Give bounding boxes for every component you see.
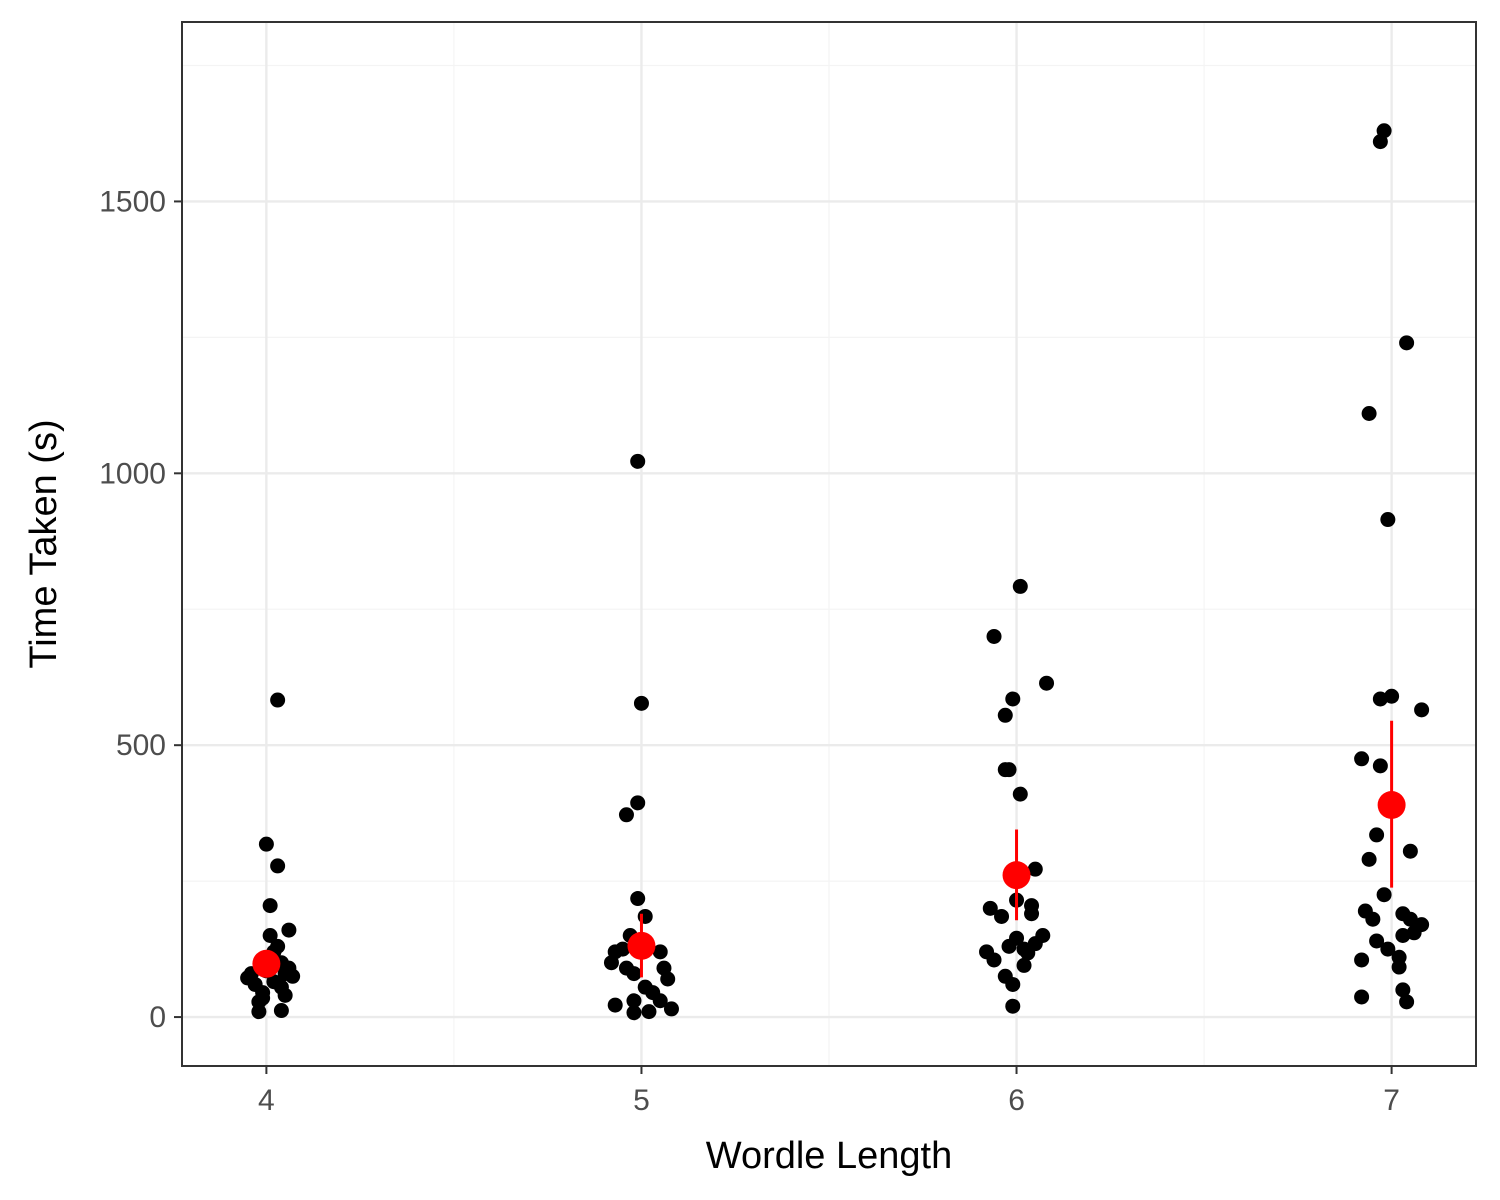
data-point	[607, 997, 623, 1013]
x-tick-label: 5	[633, 1084, 650, 1117]
data-point	[1369, 933, 1385, 949]
data-point	[997, 707, 1013, 723]
data-point	[1372, 691, 1388, 707]
data-point	[994, 908, 1010, 924]
y-tick-label: 500	[116, 729, 166, 762]
data-point	[258, 836, 274, 852]
data-point	[1354, 952, 1370, 968]
data-point	[1005, 691, 1021, 707]
mean-point	[627, 931, 656, 960]
data-point	[1027, 861, 1043, 877]
data-point	[1384, 688, 1400, 704]
data-point	[262, 928, 278, 943]
data-point	[1361, 406, 1377, 421]
x-tick-label: 4	[258, 1084, 275, 1117]
data-point	[251, 1004, 267, 1020]
data-point	[273, 1003, 289, 1019]
y-axis-title: Time Taken (s)	[23, 419, 65, 668]
x-tick-label: 7	[1383, 1084, 1400, 1117]
data-point	[1016, 957, 1032, 973]
data-point	[1372, 134, 1388, 150]
plot-border	[181, 21, 1477, 1067]
data-point	[1406, 925, 1422, 941]
data-point	[1395, 982, 1411, 998]
data-point	[1020, 945, 1036, 961]
mean-point	[1002, 861, 1031, 890]
x-tick-label: 6	[1008, 1084, 1025, 1117]
data-point	[255, 990, 271, 1006]
data-point	[1012, 578, 1028, 594]
data-point	[262, 898, 278, 914]
data-point	[986, 628, 1002, 644]
data-point	[618, 807, 634, 823]
data-point	[652, 993, 668, 1009]
data-point	[652, 944, 668, 960]
data-point	[603, 955, 619, 971]
data-point	[1380, 512, 1396, 528]
data-point	[285, 968, 301, 984]
x-axis-title: Wordle Length	[706, 1135, 952, 1177]
data-point	[630, 453, 646, 469]
data-point	[270, 938, 286, 954]
data-point	[982, 900, 998, 916]
data-point	[281, 922, 297, 938]
data-point	[266, 974, 282, 990]
data-point	[1376, 887, 1392, 903]
data-point	[1402, 911, 1418, 927]
mean-point	[252, 949, 281, 978]
data-point	[270, 858, 286, 874]
data-point	[633, 695, 649, 711]
y-tick-label: 1000	[99, 457, 166, 490]
data-point	[1001, 762, 1017, 778]
data-point	[1005, 976, 1021, 992]
mean-point	[1377, 791, 1406, 819]
data-point	[1391, 959, 1407, 975]
data-point	[277, 987, 293, 1003]
data-point	[1005, 998, 1021, 1014]
data-point	[986, 952, 1002, 968]
data-point	[1354, 751, 1370, 767]
data-point	[1361, 851, 1377, 867]
data-point	[1365, 911, 1381, 927]
data-point	[626, 1005, 642, 1021]
data-point	[663, 1001, 679, 1017]
data-point	[1380, 941, 1396, 957]
data-point	[1012, 786, 1028, 802]
data-point	[1369, 827, 1385, 843]
axes: 0 500 1000 1500 4 5 6 7	[99, 185, 1400, 1117]
y-tick-label: 1500	[99, 185, 166, 218]
data-point	[1001, 938, 1017, 954]
data-point	[630, 891, 646, 907]
data-point	[1039, 675, 1055, 691]
grid-lines	[182, 22, 1476, 1066]
data-points	[240, 123, 1430, 1021]
data-point	[1354, 989, 1370, 1005]
data-point	[641, 1004, 657, 1020]
data-point	[1395, 928, 1411, 943]
data-point	[626, 966, 642, 982]
data-point	[660, 971, 676, 987]
data-point	[270, 692, 286, 708]
y-tick-label: 0	[149, 1001, 166, 1034]
data-point	[1024, 906, 1040, 922]
data-point	[1402, 843, 1418, 859]
data-point	[1399, 335, 1415, 351]
data-point	[1414, 702, 1430, 718]
data-point	[626, 993, 642, 1009]
data-point	[1399, 994, 1415, 1010]
summary-markers	[252, 720, 1406, 978]
data-point	[630, 795, 646, 811]
data-point	[1372, 758, 1388, 774]
